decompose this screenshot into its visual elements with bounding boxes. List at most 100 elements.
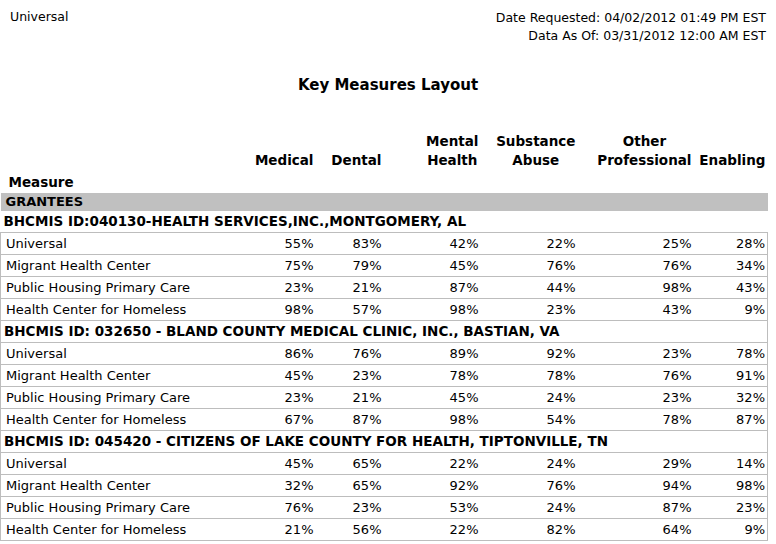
value-cell: 23% [694,497,768,519]
value-cell: 57% [316,299,384,321]
report-scope: Universal [10,9,68,25]
measure-data-row: Public Housing Primary Care23%21%87%44%9… [1,277,768,299]
value-cell: 22% [384,453,481,475]
measure-cell: Migrant Health Center [1,365,249,387]
value-cell: 28% [694,233,768,255]
report-meta-bar: Universal Date Requested: 04/02/2012 01:… [0,0,776,45]
column-header-label: Dental [331,151,381,170]
measure-cell: Universal [1,343,249,365]
value-cell: 86% [249,343,316,365]
measure-column-label: Measure [1,171,768,193]
value-cell: 76% [481,475,578,497]
value-cell: 76% [578,365,694,387]
value-cell: 79% [316,255,384,277]
measure-data-row: Universal55%83%42%22%25%28% [1,233,768,255]
value-cell: 78% [384,365,481,387]
value-cell: 76% [249,497,316,519]
value-cell: 78% [694,343,768,365]
value-cell: 78% [578,409,694,431]
grantee-header: BHCMIS ID: 032650 - BLAND COUNTY MEDICAL… [1,321,768,343]
measure-data-row: Health Center for Homeless98%57%98%23%43… [1,299,768,321]
grantee-header-row: BHCMIS ID:040130-HEALTH SERVICES,INC.,MO… [1,211,768,233]
column-header-dental: Dental [316,132,384,171]
grantee-header-row: BHCMIS ID: 045420 - CITIZENS OF LAKE COU… [1,431,768,453]
data-as-of: Data As Of: 03/31/2012 12:00 AM EST [496,27,766,45]
column-header-other-professional: Other Professional [578,132,694,171]
value-cell: 67% [249,409,316,431]
value-cell: 21% [316,277,384,299]
value-cell: 82% [481,519,578,541]
column-header-label: Mental Health [426,132,478,170]
value-cell: 43% [578,299,694,321]
report-dates: Date Requested: 04/02/2012 01:49 PM EST … [496,9,766,45]
grantee-header: BHCMIS ID:040130-HEALTH SERVICES,INC.,MO… [1,211,768,233]
measure-data-row: Migrant Health Center32%65%92%76%94%98% [1,475,768,497]
measure-data-row: Migrant Health Center45%23%78%78%76%91% [1,365,768,387]
value-cell: 45% [384,387,481,409]
value-cell: 45% [249,365,316,387]
value-cell: 23% [578,387,694,409]
value-cell: 98% [694,475,768,497]
value-cell: 87% [316,409,384,431]
value-cell: 76% [481,255,578,277]
grantee-header: BHCMIS ID: 045420 - CITIZENS OF LAKE COU… [1,431,768,453]
value-cell: 29% [578,453,694,475]
column-header-substance-abuse: Substance Abuse [481,132,578,171]
column-header-medical: Medical [249,132,316,171]
measure-column-spacer [1,132,249,171]
column-header-enabling: Enabling [694,132,768,171]
value-cell: 65% [316,475,384,497]
measure-data-row: Public Housing Primary Care76%23%53%24%8… [1,497,768,519]
value-cell: 23% [249,277,316,299]
value-cell: 98% [384,409,481,431]
measure-data-row: Health Center for Homeless67%87%98%54%78… [1,409,768,431]
value-cell: 89% [384,343,481,365]
measure-data-row: Public Housing Primary Care23%21%45%24%2… [1,387,768,409]
value-cell: 98% [578,277,694,299]
value-cell: 32% [249,475,316,497]
value-cell: 98% [249,299,316,321]
value-cell: 92% [481,343,578,365]
measure-cell: Health Center for Homeless [1,519,249,541]
value-cell: 78% [481,365,578,387]
measure-cell: Public Housing Primary Care [1,497,249,519]
measure-data-row: Migrant Health Center75%79%45%76%76%34% [1,255,768,277]
value-cell: 55% [249,233,316,255]
value-cell: 87% [694,409,768,431]
value-cell: 98% [384,299,481,321]
measure-cell: Public Housing Primary Care [1,277,249,299]
value-cell: 92% [384,475,481,497]
value-cell: 42% [384,233,481,255]
value-cell: 43% [694,277,768,299]
value-cell: 44% [481,277,578,299]
measure-cell: Migrant Health Center [1,255,249,277]
measure-cell: Migrant Health Center [1,475,249,497]
value-cell: 23% [316,497,384,519]
value-cell: 94% [578,475,694,497]
value-cell: 76% [316,343,384,365]
value-cell: 24% [481,497,578,519]
value-cell: 23% [481,299,578,321]
table-body: Measure GRANTEES BHCMIS ID:040130-HEALTH… [1,171,768,541]
value-cell: 34% [694,255,768,277]
value-cell: 64% [578,519,694,541]
column-header-row: Medical Dental Mental Health Substance A… [1,132,768,171]
value-cell: 21% [316,387,384,409]
column-header-mental-health: Mental Health [384,132,481,171]
column-header-label: Medical [255,151,314,170]
value-cell: 91% [694,365,768,387]
value-cell: 24% [481,387,578,409]
grantees-section-header: GRANTEES [1,193,768,211]
grantees-section-row: GRANTEES [1,193,768,211]
value-cell: 87% [384,277,481,299]
column-header-label: Other Professional [597,132,691,170]
grantee-header-row: BHCMIS ID: 032650 - BLAND COUNTY MEDICAL… [1,321,768,343]
value-cell: 32% [694,387,768,409]
value-cell: 23% [578,343,694,365]
measure-data-row: Universal86%76%89%92%23%78% [1,343,768,365]
value-cell: 25% [578,233,694,255]
value-cell: 87% [578,497,694,519]
page-title: Key Measures Layout [0,76,776,94]
column-header-label: Enabling [699,151,765,170]
measure-cell: Universal [1,233,249,255]
